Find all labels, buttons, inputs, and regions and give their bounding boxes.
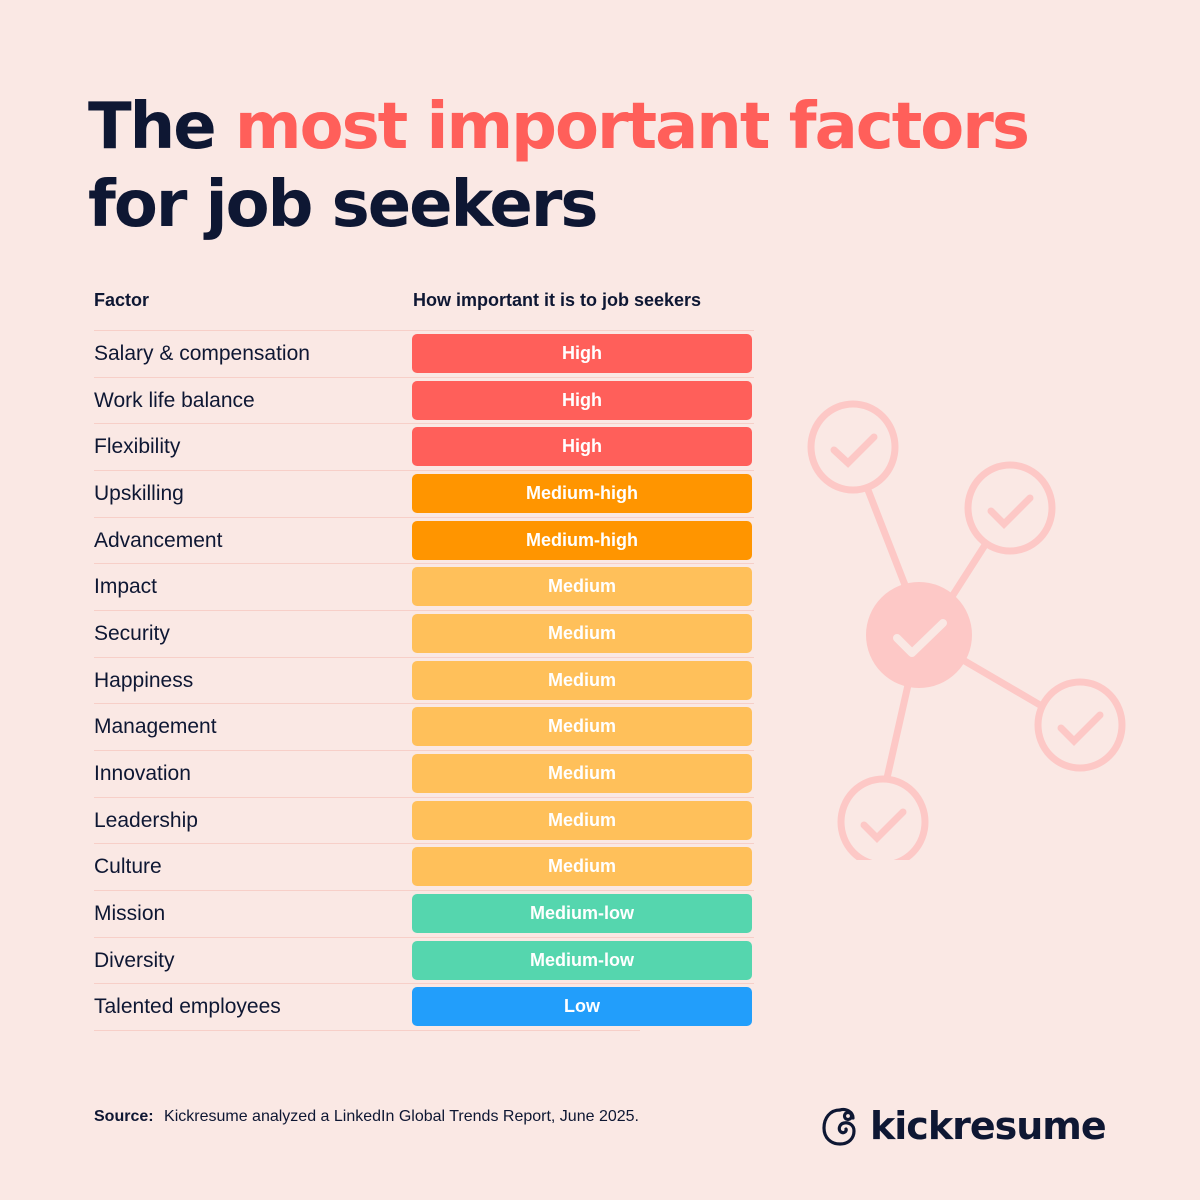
factor-label: Innovation [94, 761, 191, 785]
title-part-2: for job seekers [88, 168, 598, 242]
table-row: Leadership Medium [94, 796, 754, 844]
table-row: Work life balance High [94, 376, 754, 424]
factor-label: Diversity [94, 948, 175, 972]
table-row: Upskilling Medium-high [94, 469, 754, 517]
factor-label: Work life balance [94, 388, 255, 412]
table-row: Innovation Medium [94, 749, 754, 797]
importance-badge: Medium-high [412, 520, 752, 560]
title-part-1: The [88, 90, 235, 164]
factor-label: Salary & compensation [94, 342, 310, 365]
source-note: Source: Kickresume analyzed a LinkedIn G… [94, 1108, 639, 1126]
factor-label: Talented employees [94, 995, 281, 1019]
table-row: Impact Medium [94, 563, 754, 610]
table-row: Talented employees Low [94, 983, 754, 1030]
source-label: Source: [94, 1108, 154, 1125]
network-checkmarks-illustration [807, 400, 1126, 860]
factor-label: Culture [94, 855, 162, 879]
table-row: Advancement Medium-high [94, 516, 754, 564]
table-bottom-divider [94, 1030, 640, 1031]
factor-label: Mission [94, 901, 166, 925]
importance-badge: Medium [412, 567, 752, 607]
importance-badge: Medium [412, 613, 752, 653]
factor-label: Flexibility [94, 435, 181, 459]
importance-badge: Medium-high [412, 473, 752, 513]
factor-label: Advancement [94, 528, 223, 552]
factor-label: Leadership [94, 808, 198, 832]
importance-badge: Low [412, 987, 752, 1027]
table-row: Management Medium [94, 703, 754, 750]
importance-badge: Medium [412, 660, 752, 700]
chameleon-logo-icon [822, 1107, 856, 1146]
table-row: Diversity Medium-low [94, 936, 754, 984]
table-row: Flexibility High [94, 423, 754, 470]
table-row: Mission Medium-low [94, 889, 754, 937]
factor-label: Management [94, 715, 217, 739]
column-header-factor: Factor [94, 290, 150, 310]
factor-label: Upskilling [94, 481, 184, 505]
page-title: The most important factors for job seeke… [88, 88, 1030, 244]
center-check-node [866, 582, 972, 688]
kickresume-logo: kickresume [820, 1104, 1107, 1148]
importance-badge: High [412, 380, 752, 420]
column-header-importance: How important it is to job seekers [413, 290, 702, 310]
factor-label: Security [94, 621, 170, 645]
importance-badge: Medium [412, 753, 752, 793]
factor-table: Salary & compensation High Work life balan… [94, 330, 754, 1030]
source-text: Kickresume analyzed a LinkedIn Global Tr… [164, 1108, 639, 1125]
importance-badge: High [412, 427, 752, 467]
title-accent: most important factors [234, 90, 1030, 164]
importance-badge: Medium-low [412, 940, 752, 980]
importance-badge: High [412, 334, 752, 373]
importance-badge: Medium [412, 800, 752, 840]
table-row: Salary & compensation High [94, 330, 754, 377]
importance-badge: Medium [412, 847, 752, 887]
factor-label: Happiness [94, 668, 194, 692]
brand-name: kickresume [870, 1104, 1107, 1148]
factor-label: Impact [94, 575, 158, 599]
table-row: Happiness Medium [94, 656, 754, 704]
importance-badge: Medium-low [412, 893, 752, 933]
importance-badge: Medium [412, 707, 752, 747]
table-row: Security Medium [94, 609, 754, 657]
table-row: Culture Medium [94, 843, 754, 890]
